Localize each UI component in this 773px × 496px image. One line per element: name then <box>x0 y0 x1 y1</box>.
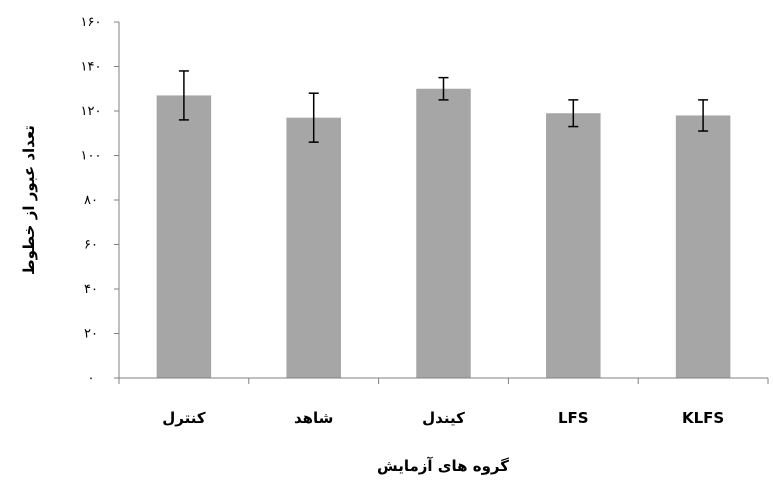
x-axis-title: گروه های آزمایش <box>377 457 509 475</box>
x-tick-label: شاهد <box>294 409 333 427</box>
bar <box>416 89 471 378</box>
bars <box>157 89 731 378</box>
y-tick-label: ١۴٠ <box>81 60 102 75</box>
x-tick-label: کنترل <box>162 409 206 427</box>
y-axis-title: تعداد عبور از خطوط <box>20 125 38 275</box>
y-tick-label: ۴٠ <box>84 282 98 297</box>
x-tick-label: KLFS <box>682 409 724 427</box>
y-tick-label: ١۶٠ <box>81 15 102 30</box>
bar <box>157 95 212 378</box>
y-tick-label: ٨٠ <box>84 193 98 208</box>
y-tick-label: ٢٠ <box>84 327 98 342</box>
x-tick-label: LFS <box>558 409 589 427</box>
y-tick-label: ١٠٠ <box>81 149 102 164</box>
y-tick-label: ٠ <box>88 371 95 386</box>
x-tick-label: کیندل <box>422 409 465 427</box>
y-tick-label: ١٢٠ <box>81 104 102 119</box>
bar <box>676 115 731 378</box>
x-axis-ticks: کنترل شاهد کیندل LFS KLFS <box>119 378 768 427</box>
y-tick-label: ۶٠ <box>84 238 98 253</box>
bar <box>546 113 601 378</box>
y-axis-ticks: ٠ ٢٠ ۴٠ ۶٠ ٨٠ ١٠٠ ١٢٠ ١۴٠ ١۶٠ <box>81 15 119 386</box>
bar <box>286 118 341 378</box>
